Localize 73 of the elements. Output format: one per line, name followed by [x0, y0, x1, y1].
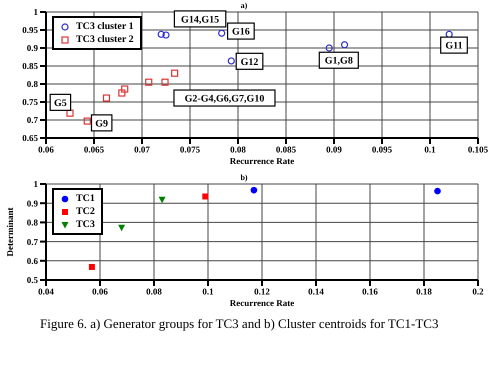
annotation: G14,G15 — [181, 14, 220, 26]
caption: Figure 6. a) Generator groups for TC3 and b) Cluster centroids for TC1-TC3 — [39, 315, 440, 331]
x-tick-label: 0.12 — [254, 286, 270, 296]
point — [162, 31, 170, 39]
x-tick-label: 0.08 — [230, 144, 246, 154]
point — [250, 186, 258, 194]
x-tick-label: 0.14 — [308, 286, 324, 296]
x-tick-label: 0.07 — [134, 144, 150, 154]
point — [158, 196, 166, 204]
point — [446, 30, 453, 38]
point — [202, 193, 208, 200]
legend-label: TC1 — [76, 192, 95, 205]
y-tick-label: 0.8 — [26, 79, 38, 90]
y-tick-label: 0.7 — [26, 236, 38, 247]
y-tick-label: 0.75 — [22, 97, 38, 108]
y-tick-label: 0.7 — [26, 115, 38, 126]
x-tick-label: 0.04 — [38, 286, 54, 296]
x-axis-title: Recurrence Rate — [230, 156, 294, 166]
x-tick-label: 0.08 — [146, 286, 162, 296]
x-tick-label: 0.06 — [92, 286, 108, 296]
y-axis-title: Determinant — [5, 208, 16, 256]
y-tick-label: 0.5 — [26, 275, 38, 286]
point — [118, 89, 126, 97]
chart-title: b) — [240, 173, 248, 182]
point — [340, 41, 348, 48]
point — [161, 78, 169, 86]
chart-title: a) — [240, 1, 248, 10]
x-tick-label: 0.105 — [468, 144, 488, 154]
x-tick-label: 0.075 — [180, 144, 201, 154]
point — [66, 110, 74, 117]
point — [228, 57, 235, 65]
point — [434, 188, 441, 194]
point — [102, 94, 110, 102]
y-tick-label: 0.6 — [26, 256, 38, 266]
point — [84, 117, 91, 125]
x-tick-label: 0.085 — [276, 144, 297, 154]
x-axis-title: Recurrence Rate — [230, 298, 294, 308]
y-tick-label: 0.9 — [26, 198, 38, 208]
point — [118, 224, 126, 232]
point — [145, 78, 152, 86]
legend-label: TC3 — [76, 218, 95, 231]
point — [88, 264, 95, 270]
annotation: G11 — [445, 40, 463, 52]
x-tick-label: 0.2 — [472, 286, 484, 296]
x-tick-label: 0.06 — [38, 144, 54, 154]
point — [171, 70, 178, 77]
y-tick-label: 0.95 — [22, 25, 38, 36]
y-tick-label: 0.8 — [26, 218, 38, 228]
legend-label: TC3 cluster 1 — [76, 20, 134, 33]
point — [218, 30, 226, 37]
annotation: G1,G8 — [324, 56, 353, 67]
y-tick-label: 0.65 — [22, 133, 38, 144]
annotation: G5 — [54, 98, 67, 109]
y-tick-label: 1 — [34, 179, 38, 190]
x-tick-label: 0.065 — [84, 144, 105, 154]
annotation: G2-G4,G6,G7,G10 — [184, 94, 264, 105]
y-tick-label: 1 — [34, 7, 38, 18]
x-tick-label: 0.09 — [326, 144, 342, 154]
y-tick-label: 0.85 — [22, 61, 38, 72]
annotation: G9 — [95, 118, 108, 130]
x-tick-label: 0.095 — [372, 144, 393, 154]
legend-label: TC2 — [76, 205, 95, 218]
annotation: G16 — [232, 26, 250, 38]
x-tick-label: 0.1 — [202, 286, 214, 296]
x-tick-label: 0.18 — [416, 286, 432, 296]
y-tick-label: 0.9 — [26, 43, 38, 54]
legend-label: TC3 cluster 2 — [76, 33, 134, 46]
annotation: G12 — [240, 56, 258, 68]
point — [326, 44, 333, 52]
point — [158, 30, 165, 38]
x-tick-label: 0.1 — [424, 144, 436, 154]
x-tick-label: 0.16 — [362, 286, 378, 296]
point — [121, 85, 128, 93]
